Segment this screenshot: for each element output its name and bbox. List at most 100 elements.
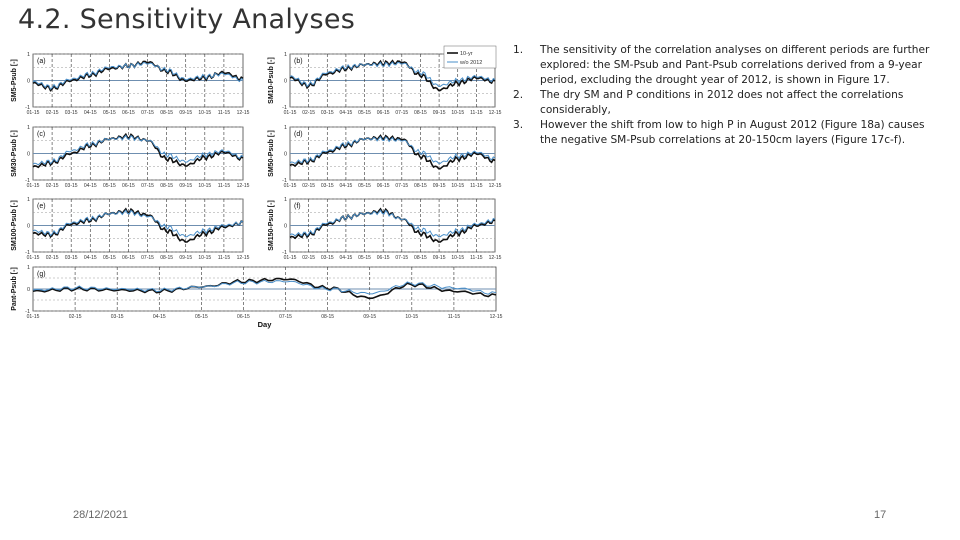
x-tick-label: 02-15 (46, 110, 59, 116)
bullet-number: 2. (513, 89, 524, 101)
x-tick-label: 06-15 (377, 255, 390, 261)
panel-label: (f) (294, 203, 301, 210)
chart-panel: 1 0 -101-15 02-15 03-15 04-15 05-15 06-15 07-15 0… (11, 125, 250, 189)
x-tick-label: 03-15 (321, 110, 334, 116)
x-tick-label: 12-15 (237, 255, 250, 261)
y-tick-label: 1 (284, 125, 287, 131)
y-tick-label: 1 (284, 52, 287, 58)
x-tick-label: 01-15 (27, 110, 40, 116)
bullet-text: However the shift from low to high P in … (540, 119, 925, 146)
x-tick-label: 01-15 (27, 255, 40, 261)
x-tick-label: 02-15 (302, 255, 315, 261)
x-tick-label: 12-15 (237, 110, 250, 116)
y-tick-label: -1 (282, 105, 287, 111)
x-tick-label: 07-15 (395, 255, 408, 261)
y-tick-label: 0 (284, 79, 287, 85)
y-axis-label: SM30-Psub [-] (11, 130, 18, 177)
y-tick-label: 1 (27, 125, 30, 131)
chart-panel: 1 0 -101-15 02-15 03-15 04-15 05-15 06-15 07-15 0… (268, 52, 502, 116)
x-tick-label: 01-15 (27, 314, 40, 320)
x-tick-label: 10-15 (451, 183, 464, 189)
bullet-number: 1. (513, 44, 524, 56)
x-tick-label: 03-15 (65, 255, 78, 261)
x-tick-label: 05-15 (358, 183, 371, 189)
chart-legend: 10-yr w/o 2012 (443, 45, 497, 69)
bullet-list: 1. The sensitivity of the correlation ana… (513, 43, 943, 148)
x-tick-label: 10-15 (198, 110, 211, 116)
page-number: 17 (874, 509, 887, 521)
y-tick-label: 0 (27, 79, 30, 85)
y-tick-label: -1 (25, 250, 30, 256)
x-tick-label: 02-15 (302, 110, 315, 116)
bullet-item-2: 2. The dry SM and P conditions in 2012 do… (513, 88, 943, 118)
legend-entry: 10-yr (460, 51, 473, 57)
series-line-wo2012 (289, 209, 496, 238)
x-tick-label: 01-15 (284, 255, 297, 261)
x-tick-label: 07-15 (395, 110, 408, 116)
x-tick-label: 08-15 (160, 183, 173, 189)
x-tick-label: 06-15 (122, 183, 135, 189)
series-line-10yr (32, 207, 244, 243)
y-tick-label: -1 (282, 250, 287, 256)
x-tick-label: 07-15 (279, 314, 292, 320)
y-tick-label: -1 (25, 309, 30, 315)
bullet-number: 3. (513, 119, 524, 131)
x-tick-label: 01-15 (284, 110, 297, 116)
panel-label: (b) (294, 58, 303, 65)
x-tick-label: 12-15 (237, 183, 250, 189)
chart-panel: 1 0 -101-15 02-15 03-15 04-15 05-15 06-15 07-15 0… (11, 265, 503, 320)
bullet-item-1: 1. The sensitivity of the correlation ana… (513, 43, 943, 88)
chart-panel: 1 0 -101-15 02-15 03-15 04-15 05-15 06-15 07-15 0… (11, 52, 250, 116)
x-tick-label: 09-15 (433, 255, 446, 261)
bullet-item-3: 3. However the shift from low to high P i… (513, 118, 943, 148)
x-tick-label: 08-15 (414, 110, 427, 116)
x-tick-label: 05-15 (103, 255, 116, 261)
y-tick-label: -1 (25, 105, 30, 111)
x-tick-label: 09-15 (363, 314, 376, 320)
x-tick-label: 10-15 (451, 255, 464, 261)
x-tick-label: 04-15 (84, 110, 97, 116)
x-tick-label: 03-15 (321, 183, 334, 189)
y-tick-label: 0 (27, 152, 30, 158)
y-axis-label: Pant-Psub [-] (11, 267, 18, 311)
x-tick-label: 08-15 (321, 314, 334, 320)
x-tick-label: 04-15 (153, 314, 166, 320)
y-tick-label: 1 (284, 197, 287, 203)
y-tick-label: 0 (27, 224, 30, 230)
y-tick-label: 1 (27, 265, 30, 271)
x-tick-label: 05-15 (195, 314, 208, 320)
series-line-wo2012 (289, 61, 496, 88)
legend-entry: w/o 2012 (459, 60, 482, 66)
x-tick-label: 08-15 (414, 183, 427, 189)
x-tick-label: 02-15 (46, 255, 59, 261)
y-tick-label: -1 (282, 178, 287, 184)
x-tick-label: 11-15 (448, 314, 461, 320)
x-tick-label: 06-15 (237, 314, 250, 320)
y-axis-label: SM10-Psub [-] (268, 57, 275, 104)
x-tick-label: 07-15 (141, 255, 154, 261)
x-tick-label: 08-15 (160, 110, 173, 116)
x-tick-label: 10-15 (405, 314, 418, 320)
x-tick-label: 03-15 (111, 314, 124, 320)
x-tick-label: 12-15 (490, 314, 503, 320)
series-line-wo2012 (32, 134, 244, 166)
x-tick-label: 09-15 (179, 183, 192, 189)
y-tick-label: 0 (284, 152, 287, 158)
x-tick-label: 09-15 (433, 110, 446, 116)
panel-label: (d) (294, 131, 303, 138)
panel-label: (a) (37, 58, 46, 65)
footer-date: 28/12/2021 (73, 509, 129, 521)
x-tick-label: 05-15 (358, 255, 371, 261)
x-axis-label: Day (258, 320, 273, 329)
x-tick-label: 04-15 (340, 183, 353, 189)
x-tick-label: 06-15 (122, 110, 135, 116)
x-tick-label: 03-15 (65, 183, 78, 189)
x-tick-label: 11-15 (470, 183, 483, 189)
x-tick-label: 10-15 (198, 255, 211, 261)
series-line-10yr (289, 59, 496, 92)
x-tick-label: 09-15 (179, 255, 192, 261)
x-tick-label: 07-15 (395, 183, 408, 189)
y-axis-label: SM5-Psub [-] (11, 59, 18, 102)
x-tick-label: 11-15 (218, 110, 231, 116)
x-tick-label: 08-15 (160, 255, 173, 261)
